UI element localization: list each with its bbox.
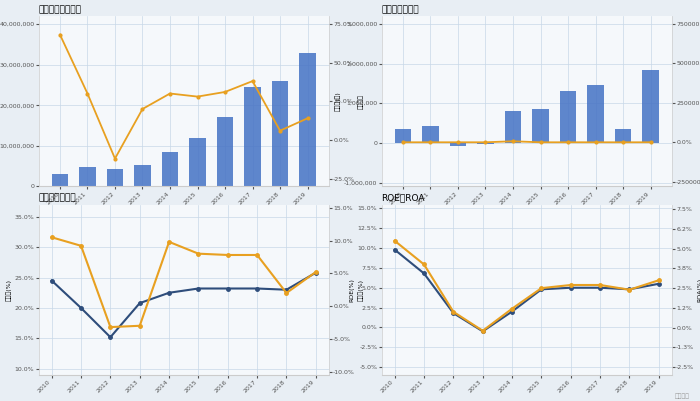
Bar (217, 117, 233, 186)
Text: 收入规模及增长率: 收入规模及增长率 (38, 5, 81, 14)
Y-axis label: ROA(%): ROA(%) (697, 277, 700, 302)
Bar (532, 109, 549, 143)
Bar (162, 152, 178, 186)
Bar (52, 174, 68, 186)
Bar (422, 126, 439, 143)
Y-axis label: 净利润(元): 净利润(元) (335, 91, 341, 111)
Y-axis label: 毛利率(%): 毛利率(%) (6, 279, 12, 301)
Bar (560, 91, 576, 143)
Legend: 营业收入, 增长率: 营业收入, 增长率 (149, 245, 218, 257)
Bar (272, 81, 288, 186)
Text: 净利润及增长率: 净利润及增长率 (382, 5, 419, 14)
Bar (106, 169, 123, 186)
Bar (587, 85, 604, 143)
Bar (477, 143, 494, 144)
Bar (244, 87, 261, 186)
Bar (505, 111, 522, 143)
Y-axis label: 收益增幅: 收益增幅 (358, 94, 363, 109)
Bar (395, 129, 411, 143)
Y-axis label: 净利率(%): 净利率(%) (358, 279, 363, 301)
Bar (615, 129, 631, 143)
Bar (643, 69, 659, 143)
Bar (449, 143, 466, 146)
Text: 千阳优选: 千阳优选 (675, 393, 690, 399)
Bar (189, 138, 206, 186)
Bar (300, 53, 316, 186)
Bar (79, 167, 96, 186)
Legend: 净利润, 增长率: 净利润, 增长率 (495, 245, 559, 257)
Bar (134, 165, 150, 186)
Text: ROE与ROA: ROE与ROA (382, 193, 425, 203)
Text: 毛利率与净利率: 毛利率与净利率 (38, 193, 76, 203)
Y-axis label: ROE(%): ROE(%) (350, 278, 355, 302)
